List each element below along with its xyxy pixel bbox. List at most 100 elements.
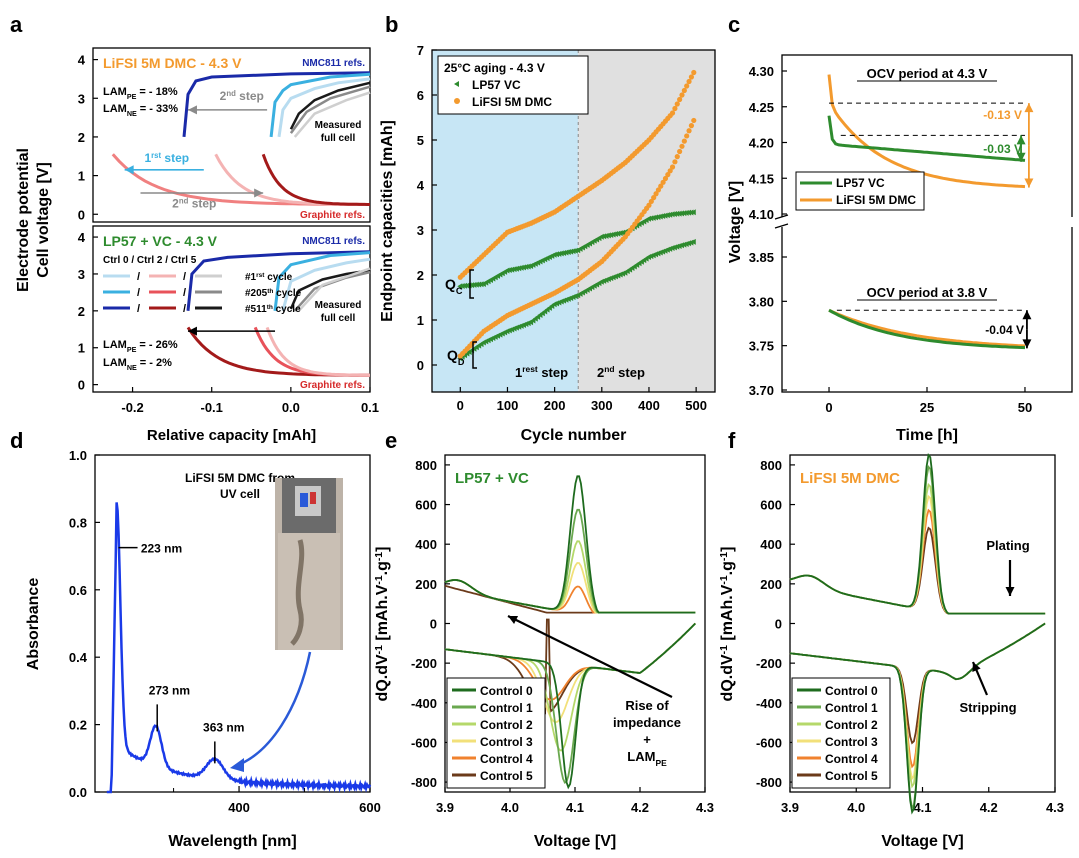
text-span: = - 18% <box>136 86 177 98</box>
lifsi-qd-marker <box>686 128 692 134</box>
lp57-qc-marker <box>690 209 696 216</box>
x-tick-label: 400 <box>638 398 660 413</box>
x-axis-label: Voltage [V] <box>534 833 616 850</box>
lp57-qc-marker <box>572 247 578 254</box>
graphite-label: Graphite refs. <box>300 210 365 221</box>
lp57-qc-marker <box>471 281 477 288</box>
y-tick-label: 4.30 <box>749 64 774 79</box>
y-tick-label: 0 <box>775 617 782 632</box>
lp57-qc-marker <box>648 215 654 222</box>
legend-box <box>795 171 925 211</box>
control-4-charge-curve <box>789 508 1046 615</box>
x-tick-label: 4.1 <box>913 800 931 815</box>
step1-label: 1rst step <box>144 151 189 166</box>
peak-label: 273 nm <box>149 683 190 697</box>
panel-a-top-title: LiFSI 5M DMC - 4.3 V <box>103 55 242 71</box>
full-cell-label: Measured <box>315 300 362 311</box>
text-span: dQ.dV <box>374 654 391 701</box>
photo-electrode <box>290 539 305 646</box>
lp57-qc-marker <box>504 267 510 274</box>
panel-e: -800 -600 -400 -200 0 200 400 600 800 3.9 4.0 4.1 4.… <box>374 454 714 850</box>
full-cell-label: full cell <box>321 133 356 144</box>
text-span: 2 <box>597 365 604 380</box>
lp57-qc-marker <box>553 251 559 258</box>
full-cell-label: Measured <box>315 120 362 131</box>
panel-d-title: UV cell <box>220 487 260 501</box>
text-span: #205 <box>245 288 268 299</box>
nmc811-ref-curve <box>269 72 371 138</box>
legend-entry: Control 4 <box>825 752 878 766</box>
lifsi-qd-marker <box>688 123 695 129</box>
x-tick-label: 0 <box>457 398 464 413</box>
text-span: rst <box>151 151 161 160</box>
lp57-qc-marker <box>598 233 604 240</box>
y-tick-label: 4 <box>78 230 86 245</box>
legend-sep: / <box>137 287 140 299</box>
nmc811-ref-curve <box>186 250 371 311</box>
nmc811-ref-curve <box>182 71 371 138</box>
y-tick-label: 400 <box>760 537 782 552</box>
legend-box <box>437 55 589 115</box>
step2-arrow-head <box>187 105 197 115</box>
legend-entry: Control 3 <box>480 735 533 749</box>
panel-c: 4.10 4.15 4.20 4.25 4.30 3.70 3.75 3.80 3.85 0 25 5… <box>727 54 1078 444</box>
lp57-qc-marker <box>520 264 526 271</box>
lp57-qc-marker <box>662 212 668 219</box>
x-tick-label: -0.2 <box>121 400 143 415</box>
panel-d: 0.0 0.2 0.4 0.6 0.8 1.0 400 600 Wavelength [nm] A… <box>25 448 381 850</box>
legend-entry: Control 4 <box>480 752 533 766</box>
lp57-qc-marker <box>671 211 677 218</box>
lifsi-qd-marker <box>646 202 652 208</box>
lp57-qc-marker <box>657 213 663 220</box>
legend-entry: Control 1 <box>825 701 878 715</box>
y-tick-label: 200 <box>415 577 437 592</box>
legend-sep: / <box>137 303 140 315</box>
lp57-qc-marker <box>688 209 694 216</box>
delta-arrow-lp57-head <box>1016 135 1026 145</box>
y-axis-label: Absorbance <box>25 578 42 671</box>
text-span: step <box>161 151 189 165</box>
panel-letter-d: d <box>10 428 23 453</box>
y-tick-label: -200 <box>756 656 782 671</box>
lam-arrow-head <box>187 326 197 336</box>
control-0-discharge-curve <box>789 622 1046 815</box>
text-span: LAM <box>103 103 127 115</box>
text-span: nd <box>179 196 189 205</box>
legend-entry: Control 0 <box>480 684 533 698</box>
legend-marker <box>454 81 459 87</box>
lifsi-qd-marker <box>653 191 659 197</box>
legend-header: Ctrl 0 / Ctrl 2 / Ctrl 5 <box>103 255 197 266</box>
panel-d-frame <box>94 454 371 793</box>
panel-letter-e: e <box>385 428 397 453</box>
y-tick-label: 3 <box>78 91 85 106</box>
panel-d-title: LiFSI 5M DMC from <box>185 471 295 485</box>
axis-break-mark <box>774 223 789 229</box>
ocv-38-title: OCV period at 3.8 V <box>867 285 988 300</box>
panel-f-title: LiFSI 5M DMC <box>800 470 900 487</box>
x-tick-label: 25 <box>920 400 934 415</box>
x-tick-label: 50 <box>1018 400 1032 415</box>
full-cell-curve <box>289 81 371 130</box>
x-tick-label: 4.1 <box>566 800 584 815</box>
absorbance-spectrum <box>106 502 372 794</box>
x-axis-label: Wavelength [nm] <box>168 833 296 850</box>
lp57-qc-marker <box>509 266 515 273</box>
stripping-arrow-head <box>972 662 981 673</box>
lp57-qc-marker <box>568 248 574 255</box>
step2-label: 2nd step <box>597 364 645 380</box>
legend-entry: Control 1 <box>480 701 533 715</box>
lp57-qc-marker <box>511 266 517 273</box>
impedance-arrow <box>507 615 673 698</box>
panel-e-title: LP57 + VC <box>455 470 529 487</box>
text-span: 1 <box>515 365 522 380</box>
text-span: LAM <box>103 339 127 351</box>
lp57-qd-marker <box>690 238 696 245</box>
legend-sep: / <box>137 271 140 283</box>
text-span: -1 <box>719 575 730 584</box>
text-span: = - 33% <box>137 103 178 115</box>
y-tick-label: 0 <box>417 358 424 373</box>
step2-label-top: 2nd step <box>220 89 264 104</box>
text-span: [mAh.V <box>374 584 391 645</box>
text-span: step <box>236 89 264 103</box>
text-span: NE <box>127 364 137 372</box>
